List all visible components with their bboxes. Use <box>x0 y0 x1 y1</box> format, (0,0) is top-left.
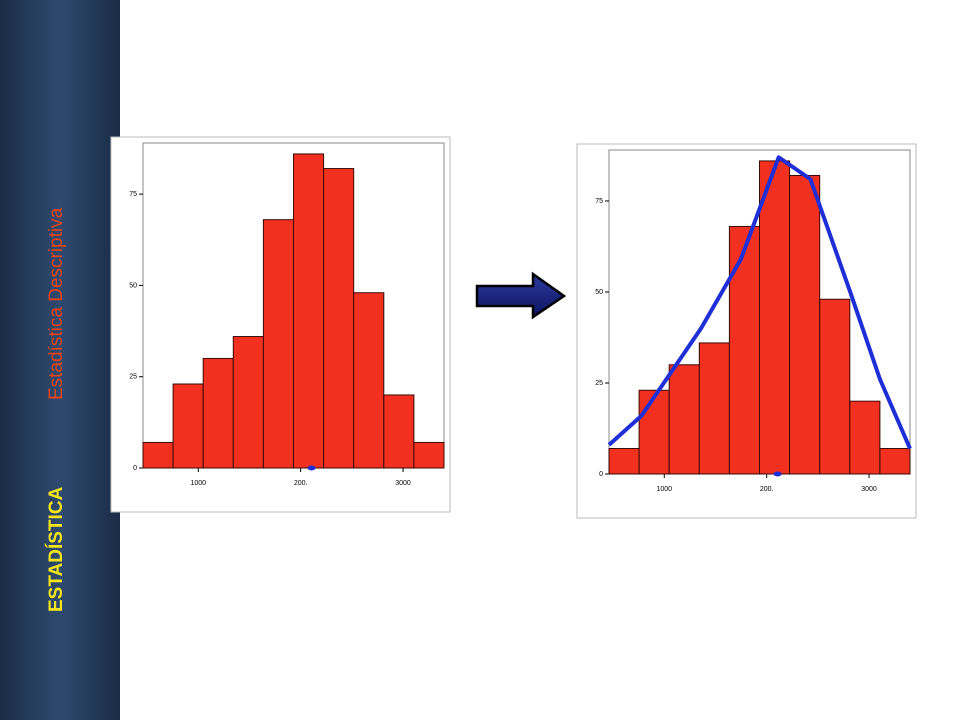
x-tick-label: 200. <box>760 486 774 493</box>
x-tick-label: 3000 <box>395 480 411 487</box>
fitted-curve <box>607 155 912 450</box>
x-tick-label: 3000 <box>861 486 877 493</box>
y-tick-label: 50 <box>595 289 603 296</box>
x-tick-label: 200. <box>294 480 308 487</box>
y-tick-label: 0 <box>133 465 137 472</box>
bar <box>608 448 640 475</box>
bar <box>232 336 264 469</box>
bar <box>293 153 325 469</box>
bar <box>353 292 385 469</box>
arrow <box>475 271 567 320</box>
bar <box>323 168 355 469</box>
bar <box>638 389 670 475</box>
y-tick-label: 25 <box>129 374 137 381</box>
x-tick-label: 1000 <box>656 486 672 493</box>
x-tick-label: 1000 <box>190 480 206 487</box>
bar <box>668 364 700 475</box>
bar <box>142 441 174 469</box>
axis-marker <box>773 471 782 477</box>
section-title: ESTADÍSTICA <box>45 486 67 612</box>
subtitle: Estadística Descriptiva <box>46 207 67 400</box>
bar <box>413 441 445 469</box>
y-tick-label: 75 <box>595 198 603 205</box>
y-tick-label: 25 <box>595 380 603 387</box>
axis-marker <box>307 465 316 471</box>
bar <box>698 342 730 475</box>
y-tick-label: 75 <box>129 191 137 198</box>
bar <box>262 219 294 469</box>
y-tick-label: 0 <box>599 471 603 478</box>
bar <box>759 160 791 475</box>
bar <box>383 394 415 469</box>
bar <box>172 383 204 469</box>
bar <box>202 357 234 469</box>
bar <box>728 225 761 475</box>
y-tick-label: 50 <box>129 282 137 289</box>
sidebar <box>0 0 120 720</box>
bar <box>879 448 911 475</box>
bar <box>789 174 821 475</box>
bar <box>819 298 851 475</box>
bar <box>849 400 881 475</box>
